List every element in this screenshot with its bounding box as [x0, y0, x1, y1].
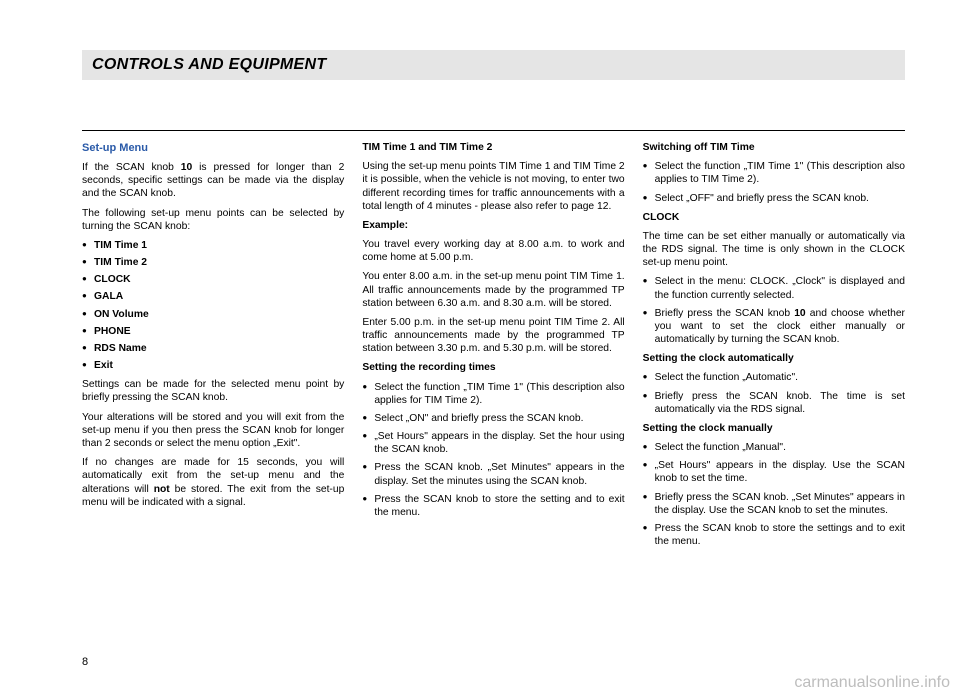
bullet-item: Select the function „TIM Time 1" (This d…	[643, 160, 905, 186]
paragraph: You enter 8.00 a.m. in the set-up menu p…	[362, 270, 624, 310]
bullet-item: Select the function „Manual".	[643, 441, 905, 454]
subheading: Setting the recording times	[362, 361, 624, 374]
subheading: Switching off TIM Time	[643, 141, 905, 154]
bullet-item: „Set Hours" appears in the display. Use …	[643, 459, 905, 485]
column-1: Set-up Menu If the SCAN knob 10 is press…	[82, 141, 344, 554]
column-2: TIM Time 1 and TIM Time 2 Using the set-…	[362, 141, 624, 554]
bullet-item: Press the SCAN knob. „Set Minutes" appea…	[362, 461, 624, 487]
menu-item: TIM Time 2	[82, 256, 344, 269]
menu-item: ON Volume	[82, 308, 344, 321]
bullet-list: Select the function „Manual". „Set Hours…	[643, 441, 905, 548]
paragraph: If no changes are made for 15 seconds, y…	[82, 456, 344, 509]
paragraph: Your alterations will be stored and you …	[82, 411, 344, 451]
paragraph: Settings can be made for the selected me…	[82, 378, 344, 404]
bullet-item: Briefly press the SCAN knob. The time is…	[643, 390, 905, 416]
section-title: Set-up Menu	[82, 141, 344, 155]
divider	[82, 130, 905, 131]
watermark: carmanualsonline.info	[794, 674, 950, 692]
paragraph: The following set-up menu points can be …	[82, 207, 344, 233]
bullet-list: Select in the menu: CLOCK. „Clock" is di…	[643, 275, 905, 346]
subheading: Setting the clock manually	[643, 422, 905, 435]
bullet-item: „Set Hours" appears in the display. Set …	[362, 430, 624, 456]
menu-item: RDS Name	[82, 342, 344, 355]
menu-item: GALA	[82, 290, 344, 303]
page: CONTROLS AND EQUIPMENT Set-up Menu If th…	[0, 0, 960, 698]
text: If the SCAN knob	[82, 162, 181, 173]
columns: Set-up Menu If the SCAN knob 10 is press…	[82, 141, 905, 554]
bullet-list: Select the function „TIM Time 1" (This d…	[362, 381, 624, 520]
header-title: CONTROLS AND EQUIPMENT	[92, 56, 895, 74]
bullet-item: Select the function „Automatic".	[643, 371, 905, 384]
paragraph: The time can be set either manually or a…	[643, 230, 905, 270]
column-3: Switching off TIM Time Select the functi…	[643, 141, 905, 554]
text: Briefly press the SCAN knob	[655, 308, 795, 319]
menu-list: TIM Time 1 TIM Time 2 CLOCK GALA ON Volu…	[82, 239, 344, 372]
paragraph: If the SCAN knob 10 is pressed for longe…	[82, 161, 344, 201]
paragraph: Enter 5.00 p.m. in the set-up menu point…	[362, 316, 624, 356]
menu-item: PHONE	[82, 325, 344, 338]
bullet-item: Select „ON" and briefly press the SCAN k…	[362, 412, 624, 425]
bullet-item: Press the SCAN knob to store the setting…	[362, 493, 624, 519]
subheading: Setting the clock automatically	[643, 352, 905, 365]
knob-ref: 10	[181, 162, 192, 173]
menu-item: CLOCK	[82, 273, 344, 286]
subheading: Example:	[362, 219, 624, 232]
bullet-list: Select the function „Automatic". Briefly…	[643, 371, 905, 416]
header-bar: CONTROLS AND EQUIPMENT	[82, 50, 905, 80]
subheading: TIM Time 1 and TIM Time 2	[362, 141, 624, 154]
text-bold: not	[154, 484, 170, 495]
bullet-item: Select in the menu: CLOCK. „Clock" is di…	[643, 275, 905, 301]
paragraph: You travel every working day at 8.00 a.m…	[362, 238, 624, 264]
bullet-item: Select the function „TIM Time 1" (This d…	[362, 381, 624, 407]
bullet-list: Select the function „TIM Time 1" (This d…	[643, 160, 905, 205]
knob-ref: 10	[794, 308, 805, 319]
menu-item: Exit	[82, 359, 344, 372]
page-number: 8	[82, 656, 88, 668]
paragraph: Using the set-up menu points TIM Time 1 …	[362, 160, 624, 213]
menu-item: TIM Time 1	[82, 239, 344, 252]
subheading: CLOCK	[643, 211, 905, 224]
bullet-item: Select „OFF" and briefly press the SCAN …	[643, 192, 905, 205]
bullet-item: Briefly press the SCAN knob 10 and choos…	[643, 307, 905, 347]
bullet-item: Briefly press the SCAN knob. „Set Minute…	[643, 491, 905, 517]
bullet-item: Press the SCAN knob to store the setting…	[643, 522, 905, 548]
